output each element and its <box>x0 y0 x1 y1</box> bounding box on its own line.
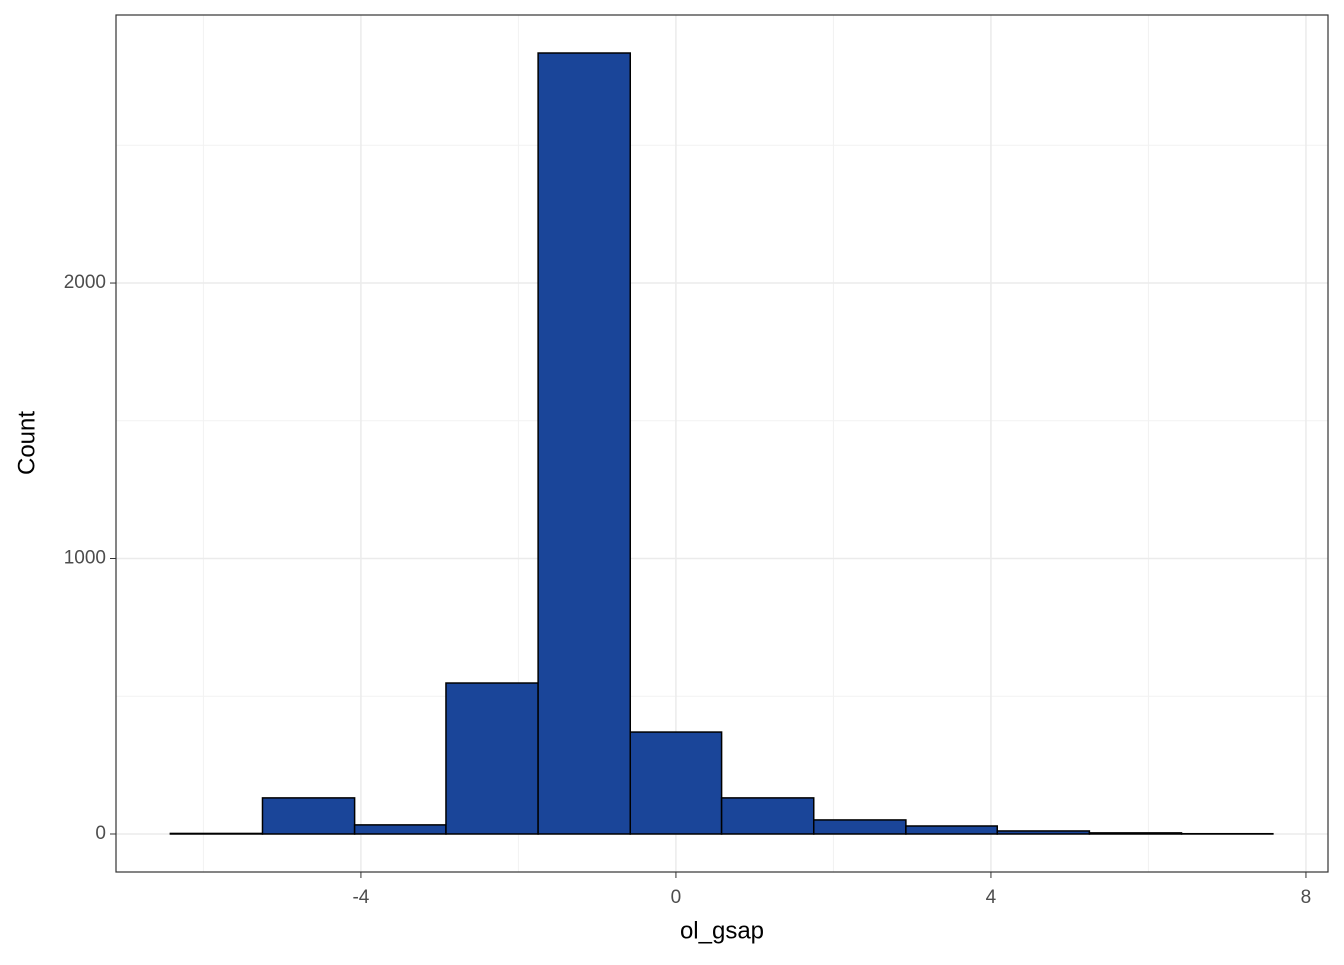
bar <box>1089 833 1181 834</box>
bar <box>722 798 814 834</box>
bar <box>906 826 997 834</box>
bar <box>170 833 262 834</box>
bar <box>997 831 1089 834</box>
bar <box>630 732 721 834</box>
bar <box>355 825 446 834</box>
bar <box>262 798 354 834</box>
bar <box>814 820 906 834</box>
y-axis-label: Count <box>13 411 40 475</box>
bar <box>538 53 630 834</box>
bar <box>446 683 538 834</box>
x-tick-label: -4 <box>352 887 369 908</box>
y-tick-label: 1000 <box>64 548 106 569</box>
x-tick-label: 4 <box>986 887 997 908</box>
x-tick-label: 8 <box>1301 887 1312 908</box>
y-tick-label: 0 <box>95 823 106 844</box>
y-tick-label: 2000 <box>64 272 106 293</box>
x-tick-label: 0 <box>671 887 682 908</box>
x-axis-label: ol_gsap <box>680 917 764 944</box>
